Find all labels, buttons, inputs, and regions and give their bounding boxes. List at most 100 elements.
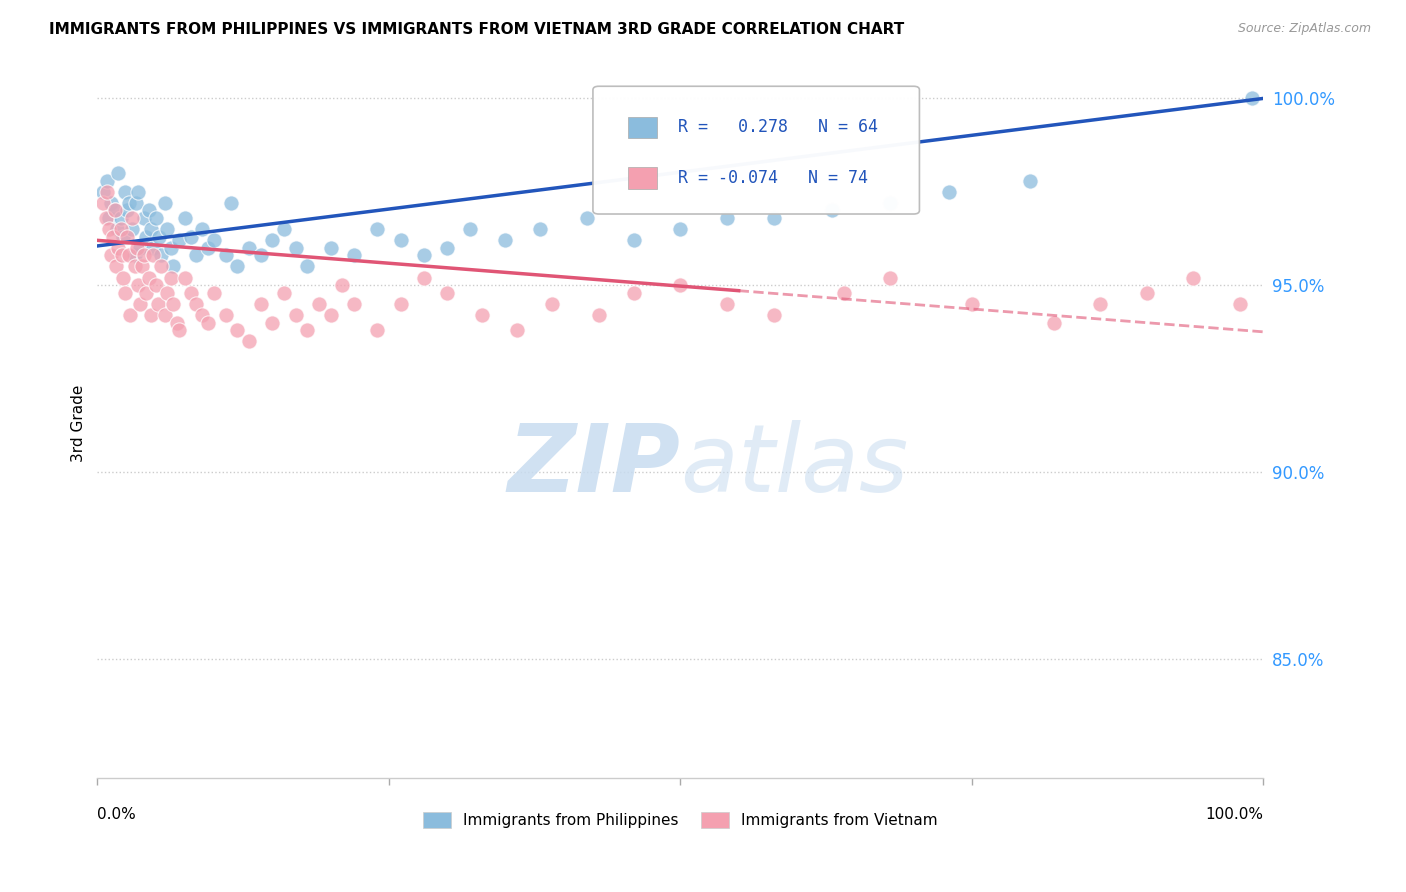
Point [145, 211, 167, 225]
Point [91, 196, 114, 211]
Point [166, 316, 188, 330]
Point [167, 323, 190, 337]
Point [214, 248, 236, 262]
Point [343, 297, 366, 311]
Point [1136, 285, 1159, 300]
Point [330, 278, 353, 293]
Point [1042, 316, 1064, 330]
Point [159, 270, 181, 285]
Point [107, 241, 129, 255]
Point [716, 297, 738, 311]
Point [319, 308, 342, 322]
Point [576, 211, 599, 225]
Point [162, 297, 184, 311]
Point [98, 222, 121, 236]
Point [125, 241, 148, 255]
Point [142, 248, 165, 262]
Point [180, 285, 202, 300]
Point [832, 285, 855, 300]
Point [471, 308, 494, 322]
Point [366, 222, 388, 236]
Point [238, 334, 260, 349]
Point [153, 196, 176, 211]
Point [139, 308, 162, 322]
Point [124, 260, 146, 274]
Point [100, 248, 122, 262]
Point [145, 278, 167, 293]
Legend: Immigrants from Philippines, Immigrants from Vietnam: Immigrants from Philippines, Immigrants … [418, 806, 943, 834]
Point [104, 203, 127, 218]
Point [191, 222, 214, 236]
Point [105, 260, 128, 274]
Point [96, 173, 118, 187]
Point [821, 203, 844, 218]
Point [389, 297, 412, 311]
Point [273, 222, 295, 236]
Text: ZIP: ZIP [508, 420, 681, 512]
Text: R =   0.278   N = 64: R = 0.278 N = 64 [678, 119, 879, 136]
Point [762, 211, 785, 225]
Point [669, 222, 692, 236]
Point [173, 211, 195, 225]
Point [249, 248, 271, 262]
Point [249, 297, 271, 311]
Point [319, 241, 342, 255]
Point [121, 211, 143, 225]
Point [623, 285, 645, 300]
Point [1229, 297, 1251, 311]
Point [541, 297, 564, 311]
Point [156, 222, 179, 236]
Point [142, 241, 165, 255]
Point [1019, 173, 1042, 187]
Point [118, 196, 141, 211]
Point [111, 270, 134, 285]
Point [460, 222, 482, 236]
Point [186, 248, 208, 262]
Point [762, 308, 785, 322]
Point [115, 229, 138, 244]
Point [129, 241, 152, 255]
Point [412, 248, 434, 262]
Point [162, 260, 184, 274]
Point [284, 308, 307, 322]
Point [114, 185, 136, 199]
Point [148, 229, 170, 244]
FancyBboxPatch shape [628, 168, 657, 189]
Point [308, 297, 330, 311]
Point [132, 211, 155, 225]
Point [879, 196, 901, 211]
Point [879, 270, 901, 285]
FancyBboxPatch shape [628, 117, 657, 138]
Point [366, 323, 388, 337]
Point [273, 285, 295, 300]
Point [588, 308, 610, 322]
Point [173, 270, 195, 285]
Point [138, 270, 160, 285]
Text: 0.0%: 0.0% [97, 806, 136, 822]
Point [124, 248, 146, 262]
Point [98, 211, 121, 225]
Point [202, 233, 225, 247]
Point [118, 248, 141, 262]
Point [146, 297, 169, 311]
Point [96, 185, 118, 199]
Point [669, 278, 692, 293]
Point [960, 297, 983, 311]
Point [104, 203, 127, 218]
Point [191, 308, 214, 322]
Point [127, 278, 149, 293]
Point [118, 308, 141, 322]
Point [131, 260, 153, 274]
Point [284, 241, 307, 255]
Point [167, 233, 190, 247]
Point [156, 285, 179, 300]
Point [297, 260, 319, 274]
Point [214, 308, 236, 322]
Point [197, 316, 219, 330]
Point [506, 323, 529, 337]
Text: R = -0.074   N = 74: R = -0.074 N = 74 [678, 169, 868, 187]
Point [221, 196, 243, 211]
Point [91, 185, 114, 199]
Point [186, 297, 208, 311]
Point [938, 185, 960, 199]
